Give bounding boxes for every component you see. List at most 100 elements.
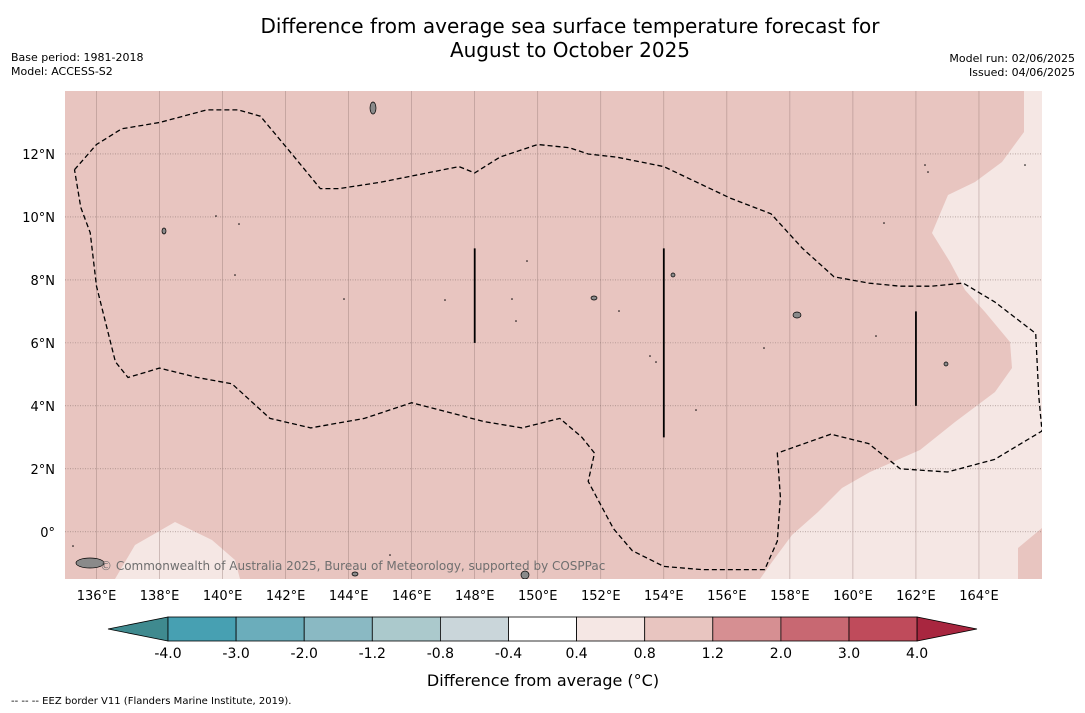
- latitude-label: 6°N: [31, 337, 56, 352]
- colorbar-bin: [780, 616, 850, 642]
- colorbar-tick-label: -0.4: [495, 646, 522, 662]
- longitude-label: 162°E: [896, 589, 936, 604]
- base-period-info: Base period: 1981-2018 Model: ACCESS-S2: [11, 51, 143, 79]
- anomaly-region-low-southwest: [115, 522, 240, 579]
- map-layers: © Commonwealth of Australia 2025, Bureau…: [65, 91, 1042, 579]
- longitude-label: 144°E: [329, 589, 369, 604]
- island-icon: [75, 557, 105, 569]
- islet-icon: [875, 335, 877, 337]
- islet-icon: [763, 347, 765, 349]
- colorbar-tick-label: 1.2: [702, 646, 724, 662]
- island-icon: [670, 272, 676, 278]
- islet-icon: [444, 299, 446, 301]
- colorbar-tick-label: -1.2: [359, 646, 386, 662]
- model-run-info: Model run: 02/06/2025 Issued: 04/06/2025: [949, 52, 1075, 80]
- latitude-label: 2°N: [31, 463, 56, 478]
- colorbar-bin: [167, 616, 237, 642]
- latitude-label: 4°N: [31, 400, 56, 415]
- colorbar-label-unit: °C: [634, 671, 653, 690]
- island-icon: [792, 311, 802, 319]
- map-title: Difference from average sea surface temp…: [0, 14, 1085, 62]
- colorbar-bin: [371, 616, 441, 642]
- island-icon: [943, 361, 949, 367]
- colorbar-label-main: Difference from average (: [427, 671, 634, 690]
- longitude-label: 158°E: [770, 589, 810, 604]
- longitude-label: 156°E: [707, 589, 747, 604]
- longitude-label: 152°E: [581, 589, 621, 604]
- islet-icon: [389, 554, 391, 556]
- longitude-labels: 136°E 138°E 140°E 142°E 144°E 146°E 148°E 150°E…: [77, 589, 999, 604]
- longitude-label: 150°E: [518, 589, 558, 604]
- longitude-label: 160°E: [833, 589, 873, 604]
- latitude-labels: 0° 2°N 4°N 6°N 8°N 10°N 12°N: [22, 148, 55, 541]
- colorbar-bin: [439, 616, 509, 642]
- longitude-label: 148°E: [455, 589, 495, 604]
- longitude-label: 154°E: [644, 589, 684, 604]
- model-run-label: Model run: 02/06/2025: [949, 52, 1075, 65]
- colorbar-tick-label: 4.0: [906, 646, 928, 662]
- colorbar-extend-low: [107, 616, 169, 642]
- colorbar-bin: [712, 616, 782, 642]
- islet-icon: [1024, 164, 1026, 166]
- latitude-label: 0°: [40, 526, 55, 541]
- islet-icon: [695, 409, 697, 411]
- colorbar-bin: [576, 616, 646, 642]
- colorbar-extend-high: [916, 616, 978, 642]
- latitude-label: 8°N: [31, 274, 56, 289]
- colorbar-tick-label: -0.8: [427, 646, 454, 662]
- latitude-label: 12°N: [22, 148, 55, 163]
- colorbar-tick-label: 0.4: [565, 646, 587, 662]
- islet-icon: [515, 320, 517, 322]
- colorbar-tick-label: -2.0: [291, 646, 318, 662]
- map-area: © Commonwealth of Australia 2025, Bureau…: [65, 91, 1042, 579]
- islet-icon: [511, 298, 513, 300]
- colorbar-tick-label: 3.0: [838, 646, 860, 662]
- colorbar-tick-label: -4.0: [154, 646, 181, 662]
- longitude-label: 136°E: [77, 589, 117, 604]
- colorbar-bin: [303, 616, 373, 642]
- islet-icon: [72, 545, 74, 547]
- title-line-1: Difference from average sea surface temp…: [260, 14, 880, 38]
- issued-label: Issued: 04/06/2025: [968, 66, 1075, 79]
- islet-icon: [883, 222, 885, 224]
- islet-icon: [655, 361, 657, 363]
- colorbar-tick-label: 2.0: [770, 646, 792, 662]
- islet-icon: [238, 223, 240, 225]
- longitude-label: 142°E: [266, 589, 306, 604]
- longitude-label: 146°E: [392, 589, 432, 604]
- island-icon: [590, 295, 598, 301]
- islet-icon: [927, 171, 929, 173]
- latitude-label: 10°N: [22, 211, 55, 226]
- islet-icon: [215, 215, 217, 217]
- colorbar-label-close: ): [653, 671, 659, 690]
- colorbar-tick-label: 0.8: [634, 646, 656, 662]
- islet-icon: [649, 355, 651, 357]
- eez-border: [73, 109, 1042, 571]
- islet-icon: [924, 164, 926, 166]
- islet-icon: [343, 298, 345, 300]
- anomaly-region-low-east: [760, 91, 1042, 579]
- longitude-label: 138°E: [140, 589, 180, 604]
- colorbar: -4.0 -3.0 -2.0 -1.2 -0.8 -0.4 0.4 0.8 1.2 2.0 3.0 4…: [107, 616, 978, 690]
- eez-footnote: -- -- -- EEZ border V11 (Flanders Marine…: [11, 696, 292, 707]
- longitude-label: 164°E: [959, 589, 999, 604]
- colorbar-bin: [848, 616, 918, 642]
- islet-icon: [618, 310, 620, 312]
- islet-icon: [526, 260, 528, 262]
- island-icon: [520, 570, 530, 579]
- colorbar-tick-label: -3.0: [222, 646, 249, 662]
- colorbar-label: Difference from average (°C): [427, 671, 659, 690]
- base-period-label: Base period: 1981-2018: [11, 51, 144, 64]
- copyright-watermark: © Commonwealth of Australia 2025, Bureau…: [100, 559, 605, 573]
- longitude-label: 140°E: [203, 589, 243, 604]
- colorbar-bin: [644, 616, 714, 642]
- model-label: Model: ACCESS-S2: [11, 65, 113, 78]
- colorbar-bin: [235, 616, 305, 642]
- island-icon: [369, 101, 377, 115]
- island-icon: [351, 571, 359, 577]
- islet-icon: [234, 274, 236, 276]
- title-line-2: August to October 2025: [449, 38, 691, 62]
- island-icon: [161, 227, 167, 235]
- colorbar-bin: [508, 616, 577, 642]
